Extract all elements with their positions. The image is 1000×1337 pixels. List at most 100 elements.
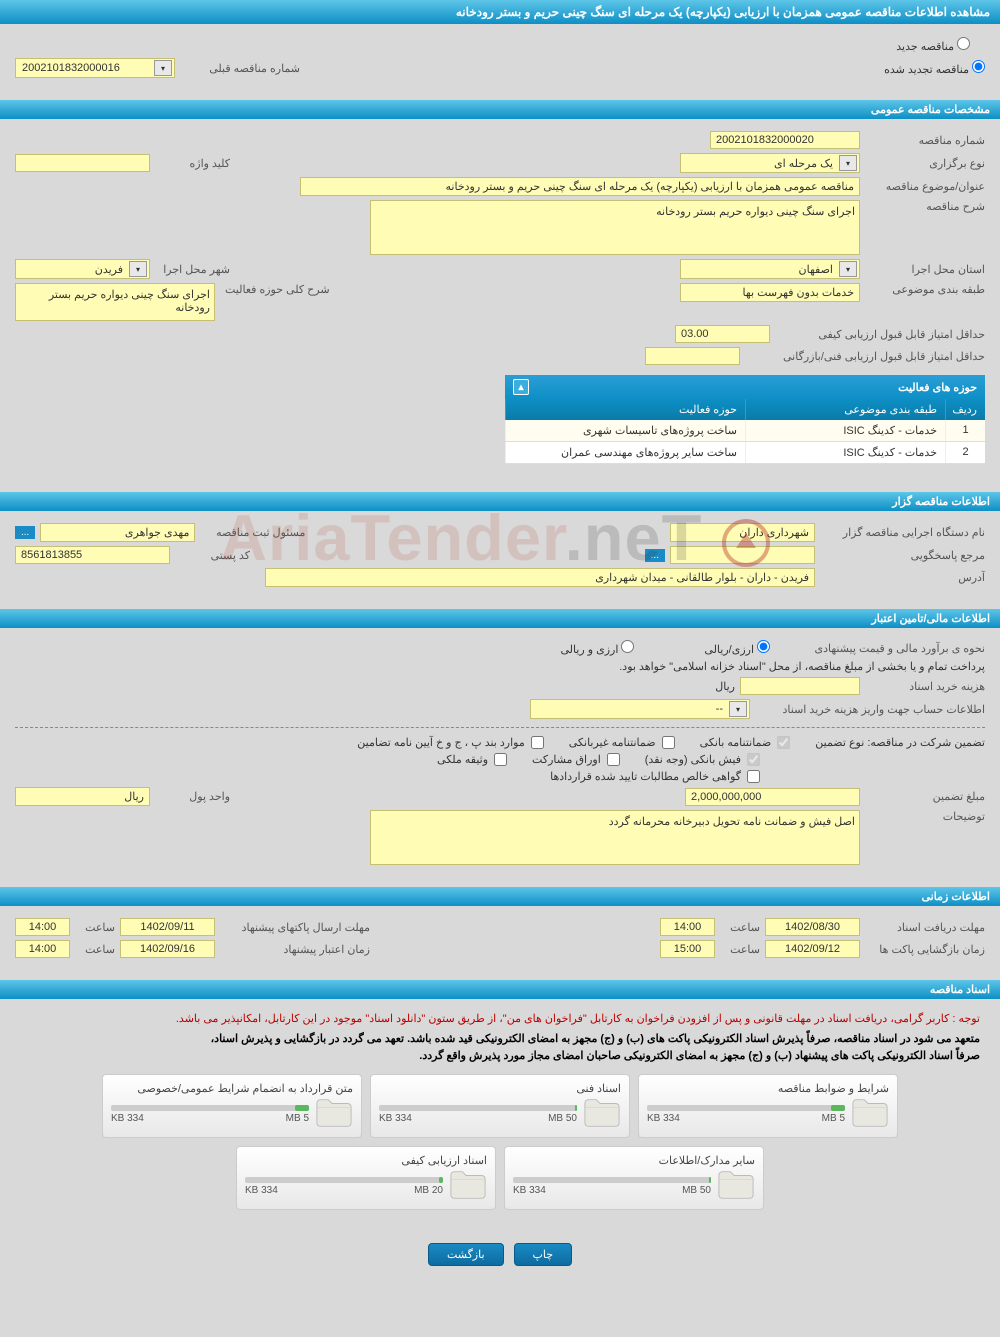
radio-new-tender[interactable]: مناقصه جدید (896, 37, 970, 53)
check-contract-receivables[interactable]: گواهی خالص مطالبات تایید شده قراردادها (550, 770, 760, 783)
doc-cost-value[interactable] (740, 677, 860, 695)
file-limit: 20 MB (414, 1185, 443, 1196)
progress-bar (245, 1177, 443, 1183)
activity-desc-label: شرح کلی حوزه فعالیت (220, 283, 330, 296)
check-bank-guarantee[interactable]: ضمانتنامه بانکی (700, 736, 791, 749)
time-label-1: ساعت (720, 921, 760, 934)
address-label: آدرس (820, 571, 985, 584)
file-used: 334 KB (379, 1113, 412, 1124)
radio-rial[interactable]: ارزی/ریالی (704, 640, 770, 656)
activity-table-title: حوزه های فعالیت (898, 381, 977, 394)
notice-2: صرفاً اسناد الکترونیکی پاکت های پیشنهاد … (15, 1047, 985, 1064)
file-limit: 50 MB (548, 1113, 577, 1124)
doc-deadline-time: 14:00 (660, 918, 715, 936)
amount-value: 2,000,000,000 (685, 788, 860, 806)
postal-value: 8561813855 (15, 546, 170, 564)
print-button[interactable]: چاپ (514, 1243, 573, 1266)
keyword-label: کلید واژه (155, 157, 230, 170)
activity-desc-textarea[interactable]: اجرای سنگ چینی دیواره حریم بستر رودخانه (15, 283, 215, 321)
progress-bar (513, 1177, 711, 1183)
payment-note: پرداخت تمام و یا بخشی از مبلغ مناقصه، از… (619, 660, 985, 673)
prev-tender-number-select[interactable]: ▾ 2002101832000016 (15, 58, 175, 78)
file-box[interactable]: شرایط و ضوابط مناقصه 5 MB334 KB (638, 1074, 898, 1138)
subject-label: عنوان/موضوع مناقصه (865, 180, 985, 193)
file-title: شرایط و ضوابط مناقصه (647, 1080, 889, 1097)
file-limit: 5 MB (286, 1113, 309, 1124)
file-title: متن قرارداد به انضمام شرایط عمومی/خصوصی (111, 1080, 353, 1097)
validity-label: زمان اعتبار پیشنهاد (220, 943, 370, 956)
file-used: 334 KB (111, 1113, 144, 1124)
progress-bar (647, 1105, 845, 1111)
desc-label: شرح مناقصه (865, 200, 985, 213)
file-box[interactable]: اسناد ارزیابی کیفی 20 MB 334 KB (236, 1146, 496, 1210)
check-participation[interactable]: اوراق مشارکت (532, 753, 620, 766)
amount-unit-value: ریال (15, 787, 150, 806)
folder-icon (583, 1097, 621, 1132)
notes-textarea[interactable]: اصل فیش و ضمانت نامه تحویل دبیرخانه محرم… (370, 810, 860, 865)
category-field: خدمات بدون فهرست بها (680, 283, 860, 302)
folder-icon (315, 1097, 353, 1132)
chevron-down-icon: ▾ (839, 155, 857, 171)
radio-currency[interactable]: ارزی و ریالی (560, 640, 634, 656)
section-financial: اطلاعات مالی/تامین اعتبار (0, 609, 1000, 628)
file-title: اسناد ارزیابی کیفی (245, 1152, 487, 1169)
min-quality-value: 03.00 (675, 325, 770, 343)
chevron-down-icon: ▾ (729, 701, 747, 717)
check-property[interactable]: وثیقه ملکی (437, 753, 507, 766)
keyword-field[interactable] (15, 154, 150, 172)
table-row: 2خدمات - کدینگ ISICساخت سایر پروژه‌های م… (505, 442, 985, 464)
col-idx: ردیف (945, 399, 985, 420)
file-used: 334 KB (245, 1185, 278, 1196)
org-value: شهرداری داران (670, 523, 815, 542)
check-clauses[interactable]: موارد بند پ ، ج و خ آیین نامه تضامین (357, 736, 543, 749)
proposal-deadline-time: 14:00 (15, 918, 70, 936)
city-select[interactable]: ▾ فریدن (15, 259, 150, 279)
min-quality-label: حداقل امتیاز قابل قبول ارزیابی کیفی (775, 328, 985, 341)
progress-bar (379, 1105, 577, 1111)
desc-textarea[interactable]: اجرای سنگ چینی دیواره حریم بستر رودخانه (370, 200, 860, 255)
province-select[interactable]: ▾ اصفهان (680, 259, 860, 279)
responder-more-button[interactable]: ... (645, 549, 665, 562)
folder-icon (851, 1097, 889, 1132)
proposal-deadline-date: 1402/09/11 (120, 918, 215, 936)
type-select[interactable]: ▾ یک مرحله ای (680, 153, 860, 173)
activity-table: حوزه های فعالیت ▴ ردیف طبقه بندی موضوعی … (505, 375, 985, 464)
check-nonbank-guarantee[interactable]: ضمانتنامه غیربانکی (569, 736, 675, 749)
folder-icon (449, 1169, 487, 1204)
radio-renewed-tender[interactable]: مناقصه تجدید شده (884, 60, 985, 76)
opening-label: زمان بازگشایی پاکت ها (865, 943, 985, 956)
postal-label: کد پستی (175, 549, 250, 562)
validity-time: 14:00 (15, 940, 70, 958)
chevron-down-icon: ▾ (154, 60, 172, 76)
responder-label: مرجع پاسخگویی (820, 549, 985, 562)
file-box[interactable]: سایر مدارک/اطلاعات 50 MB334 KB (504, 1146, 764, 1210)
time-label-4: ساعت (75, 943, 115, 956)
section-general: مشخصات مناقصه عمومی (0, 100, 1000, 119)
file-box[interactable]: اسناد فنی 50 MB 334 KB (370, 1074, 630, 1138)
guarantee-type-label: تضمین شرکت در مناقصه: نوع تضمین (815, 736, 985, 749)
back-button[interactable]: بازگشت (428, 1243, 504, 1266)
check-bank-receipt[interactable]: فیش بانکی (وجه نقد) (645, 753, 760, 766)
tender-no-label: شماره مناقصه (865, 134, 985, 147)
org-label: نام دستگاه اجرایی مناقصه گزار (820, 526, 985, 539)
opening-date: 1402/09/12 (765, 940, 860, 958)
registrar-label: مسئول ثبت مناقصه (200, 526, 305, 539)
address-value: فریدن - داران - بلوار طالقانی - میدان شه… (265, 568, 815, 587)
file-limit: 50 MB (682, 1185, 711, 1196)
collapse-icon[interactable]: ▴ (513, 379, 529, 395)
file-title: اسناد فنی (379, 1080, 621, 1097)
tender-no-value: 2002101832000020 (710, 131, 860, 149)
file-limit: 5 MB (822, 1113, 845, 1124)
chevron-down-icon: ▾ (839, 261, 857, 277)
min-tech-label: حداقل امتیاز قابل قبول ارزیابی فنی/بازرگ… (745, 350, 985, 363)
file-box[interactable]: متن قرارداد به انضمام شرایط عمومی/خصوصی … (102, 1074, 362, 1138)
estimate-label: نحوه ی برآورد مالی و قیمت پیشنهادی (775, 642, 985, 655)
file-title: سایر مدارک/اطلاعات (513, 1152, 755, 1169)
category-label: طبقه بندی موضوعی (865, 283, 985, 296)
type-label: نوع برگزاری (865, 157, 985, 170)
table-row: 1خدمات - کدینگ ISICساخت پروژه‌های تاسیسا… (505, 420, 985, 442)
doc-cost-unit: ریال (715, 680, 735, 693)
account-select[interactable]: ▾ -- (530, 699, 750, 719)
account-label: اطلاعات حساب جهت واریز هزینه خرید اسناد (755, 703, 985, 716)
registrar-more-button[interactable]: ... (15, 526, 35, 539)
